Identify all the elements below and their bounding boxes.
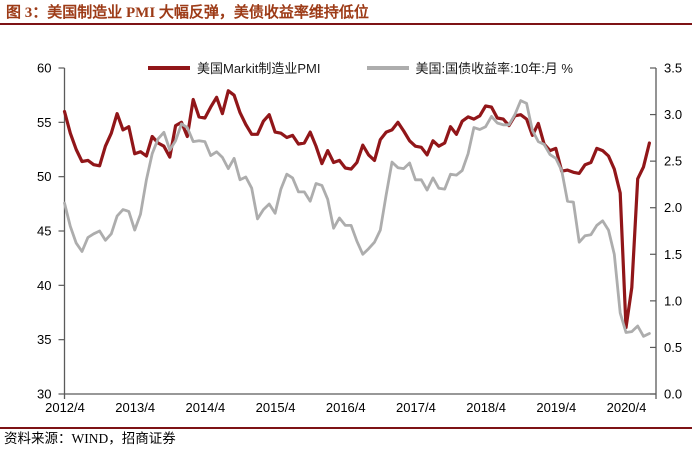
footer-divider bbox=[0, 427, 692, 429]
x-axis-tick-label: 2012/4 bbox=[45, 400, 85, 415]
pmi-legend-label: 美国Markit制造业PMI bbox=[197, 61, 321, 76]
yield-line bbox=[63, 99, 651, 338]
right-axis-tick-label: 3.0 bbox=[664, 107, 682, 122]
yield-legend-label: 美国:国债收益率:10年:月 % bbox=[415, 61, 573, 76]
right-axis-tick-label: 2.0 bbox=[664, 200, 682, 215]
pmi-line bbox=[62, 89, 652, 330]
right-axis-tick-label: 0.0 bbox=[664, 387, 682, 402]
right-axis-tick-label: 3.5 bbox=[664, 61, 682, 76]
left-axis-tick-label: 55 bbox=[37, 115, 51, 130]
legend-item-pmi: 美国Markit制造业PMI bbox=[148, 58, 321, 77]
figure-title: 图 3：美国制造业 PMI 大幅反弹，美债收益率维持低位 bbox=[6, 5, 369, 21]
left-axis-tick-label: 50 bbox=[37, 169, 51, 184]
x-axis-tick-label: 2018/4 bbox=[466, 400, 506, 415]
yield-line-swatch bbox=[366, 65, 409, 70]
chart-legend: 美国Markit制造业PMI 美国:国债收益率:10年:月 % bbox=[65, 58, 656, 77]
x-axis-tick-label: 2019/4 bbox=[536, 400, 576, 415]
right-axis-tick-label: 1.0 bbox=[664, 293, 682, 308]
legend-item-yield: 美国:国债收益率:10年:月 % bbox=[366, 58, 573, 77]
source-note: 资料来源：WIND，招商证券 bbox=[4, 431, 176, 446]
x-axis-tick-label: 2017/4 bbox=[396, 400, 436, 415]
pmi-line-swatch bbox=[148, 65, 190, 70]
x-axis-tick-label: 2013/4 bbox=[115, 400, 155, 415]
x-axis-tick-label: 2015/4 bbox=[256, 400, 296, 415]
left-axis-tick-label: 60 bbox=[37, 61, 51, 76]
x-axis-tick-label: 2020/4 bbox=[607, 400, 647, 415]
right-axis-tick-label: 1.5 bbox=[664, 247, 682, 262]
x-axis-tick-label: 2016/4 bbox=[326, 400, 366, 415]
left-axis-tick-label: 45 bbox=[37, 224, 51, 239]
x-axis-tick-label: 2014/4 bbox=[185, 400, 225, 415]
left-axis-tick-label: 40 bbox=[37, 278, 51, 293]
left-axis-tick-label: 30 bbox=[37, 387, 51, 402]
right-axis-tick-label: 0.5 bbox=[664, 340, 682, 355]
right-axis-tick-label: 2.5 bbox=[664, 154, 682, 169]
title-divider bbox=[0, 23, 692, 25]
left-axis-tick-label: 35 bbox=[37, 332, 51, 347]
